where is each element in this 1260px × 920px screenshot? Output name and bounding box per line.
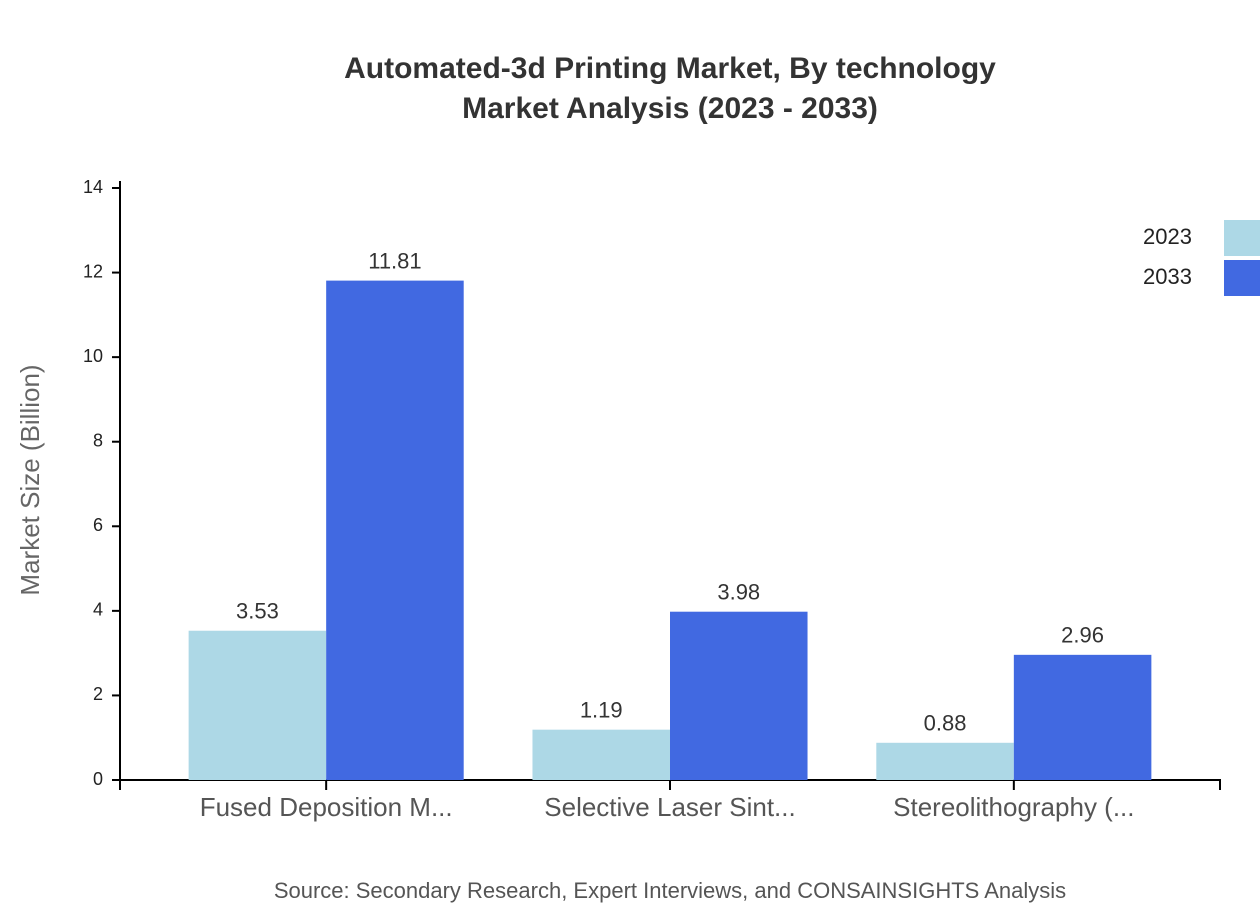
x-tick-label: Stereolithography (...: [893, 792, 1134, 822]
value-label: 2.96: [1061, 623, 1104, 648]
bar: [188, 630, 327, 780]
y-tick-label: 14: [83, 177, 103, 197]
value-label: 3.53: [236, 599, 279, 624]
legend-swatch: [1224, 220, 1260, 256]
bar: [876, 742, 1014, 780]
source-note: Source: Secondary Research, Expert Inter…: [274, 878, 1066, 903]
y-tick-label: 0: [93, 769, 103, 789]
y-tick-label: 4: [93, 600, 103, 620]
y-tick-label: 12: [83, 261, 103, 281]
bar: [670, 611, 808, 780]
y-tick-label: 2: [93, 684, 103, 704]
value-label: 11.81: [368, 248, 421, 273]
y-tick-label: 8: [93, 430, 103, 450]
bar: [326, 280, 464, 780]
legend-swatch: [1224, 260, 1260, 296]
value-label: 0.88: [924, 711, 967, 736]
legend-label: 2023: [1143, 224, 1192, 249]
y-tick-label: 10: [83, 346, 103, 366]
bar: [532, 729, 670, 780]
y-tick-label: 6: [93, 515, 103, 535]
y-axis-label: Market Size (Billion): [15, 364, 45, 595]
legend-label: 2033: [1143, 264, 1192, 289]
x-tick-label: Selective Laser Sint...: [544, 792, 795, 822]
value-label: 1.19: [580, 697, 623, 722]
value-label: 3.98: [717, 580, 760, 605]
x-tick-label: Fused Deposition M...: [200, 792, 453, 822]
bar: [1013, 654, 1152, 780]
chart-subtitle: Market Analysis (2023 - 2033): [462, 92, 878, 125]
chart-title: Automated-3d Printing Market, By technol…: [344, 52, 996, 85]
